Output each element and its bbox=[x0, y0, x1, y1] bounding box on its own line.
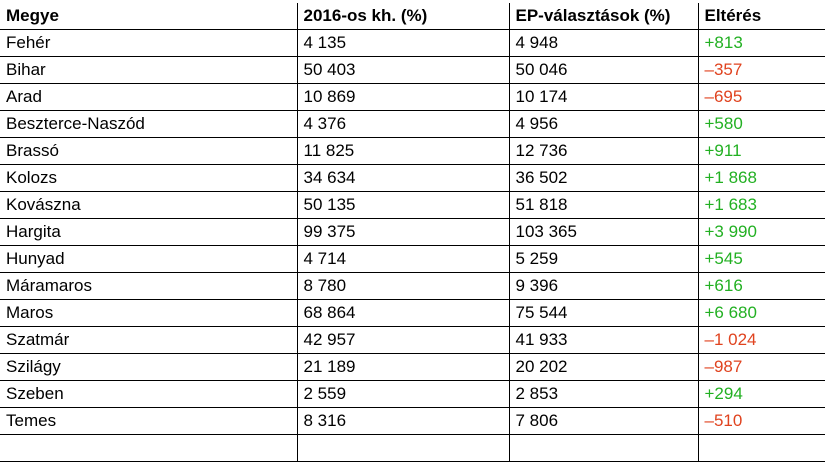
table-row: Kolozs 34 634 36 502 +1 868 bbox=[0, 164, 825, 192]
megye-cell: Hunyad bbox=[0, 245, 298, 273]
kh2016-cell: 11 825 bbox=[296, 137, 510, 165]
elteres-cell: +911 bbox=[697, 137, 825, 165]
table-row: Hunyad 4 714 5 259 +545 bbox=[0, 245, 825, 273]
ep-cell: 5 259 bbox=[508, 245, 699, 273]
megye-cell: Máramaros bbox=[0, 272, 298, 300]
header-ep: EP-választások (%) bbox=[508, 3, 699, 30]
ep-cell: 103 365 bbox=[508, 218, 699, 246]
elteres-cell: +1 683 bbox=[697, 191, 825, 219]
table-row: Szeben 2 559 2 853 +294 bbox=[0, 380, 825, 408]
elteres-cell: –695 bbox=[697, 83, 825, 111]
table-row: Brassó 11 825 12 736 +911 bbox=[0, 137, 825, 165]
kh2016-cell: 50 135 bbox=[296, 191, 510, 219]
elteres-cell: +6 680 bbox=[697, 299, 825, 327]
elteres-cell: +616 bbox=[697, 272, 825, 300]
megye-cell: Arad bbox=[0, 83, 298, 111]
elteres-cell: –987 bbox=[697, 353, 825, 381]
kh2016-cell: 68 864 bbox=[296, 299, 510, 327]
elteres-cell: +813 bbox=[697, 29, 825, 57]
kh2016-cell: 10 869 bbox=[296, 83, 510, 111]
ep-cell: 4 956 bbox=[508, 110, 699, 138]
results-table: Megye 2016-os kh. (%) EP-választások (%)… bbox=[0, 3, 825, 462]
megye-cell: Hargita bbox=[0, 218, 298, 246]
table-row: Szatmár 42 957 41 933 –1 024 bbox=[0, 326, 825, 354]
megye-cell: Temes bbox=[0, 407, 298, 435]
ep-cell: 10 174 bbox=[508, 83, 699, 111]
table-row: Szilágy 21 189 20 202 –987 bbox=[0, 353, 825, 381]
megye-cell: Bihar bbox=[0, 56, 298, 84]
ep-cell: 2 853 bbox=[508, 380, 699, 408]
header-elteres: Eltérés bbox=[697, 3, 825, 30]
kh2016-cell: 2 559 bbox=[296, 380, 510, 408]
megye-cell: Fehér bbox=[0, 29, 298, 57]
ep-cell: 50 046 bbox=[508, 56, 699, 84]
megye-cell: Brassó bbox=[0, 137, 298, 165]
kh2016-cell: 4 376 bbox=[296, 110, 510, 138]
kh2016-cell: 99 375 bbox=[296, 218, 510, 246]
megye-cell: Maros bbox=[0, 299, 298, 327]
kh2016-cell: 21 189 bbox=[296, 353, 510, 381]
kh2016-cell: 4 135 bbox=[296, 29, 510, 57]
elteres-cell: +3 990 bbox=[697, 218, 825, 246]
header-kh2016: 2016-os kh. (%) bbox=[296, 3, 510, 30]
header-row: Megye 2016-os kh. (%) EP-választások (%)… bbox=[0, 3, 825, 30]
ep-cell: 9 396 bbox=[508, 272, 699, 300]
header-megye: Megye bbox=[0, 3, 298, 30]
table-row: Beszterce-Naszód 4 376 4 956 +580 bbox=[0, 110, 825, 138]
megye-cell: Kolozs bbox=[0, 164, 298, 192]
elteres-cell: +294 bbox=[697, 380, 825, 408]
elteres-cell: –357 bbox=[697, 56, 825, 84]
ep-cell: 7 806 bbox=[508, 407, 699, 435]
ep-cell: 51 818 bbox=[508, 191, 699, 219]
kh2016-cell: 8 316 bbox=[296, 407, 510, 435]
ep-cell: 12 736 bbox=[508, 137, 699, 165]
kh2016-cell: 4 714 bbox=[296, 245, 510, 273]
table-row: Arad 10 869 10 174 –695 bbox=[0, 83, 825, 111]
table-row: Fehér 4 135 4 948 +813 bbox=[0, 29, 825, 57]
table-row: Máramaros 8 780 9 396 +616 bbox=[0, 272, 825, 300]
table-row: Kovászna 50 135 51 818 +1 683 bbox=[0, 191, 825, 219]
elteres-cell: +580 bbox=[697, 110, 825, 138]
megye-cell: Szatmár bbox=[0, 326, 298, 354]
kh2016-cell: 50 403 bbox=[296, 56, 510, 84]
elteres-cell: –1 024 bbox=[697, 326, 825, 354]
ep-cell: 75 544 bbox=[508, 299, 699, 327]
ep-cell: 41 933 bbox=[508, 326, 699, 354]
ep-cell: 20 202 bbox=[508, 353, 699, 381]
kh2016-cell: 8 780 bbox=[296, 272, 510, 300]
megye-cell: Kovászna bbox=[0, 191, 298, 219]
elteres-cell: +1 868 bbox=[697, 164, 825, 192]
table-body: Fehér 4 135 4 948 +813 Bihar 50 403 50 046 –357… bbox=[0, 29, 825, 462]
table-row: Temes 8 316 7 806 –510 bbox=[0, 407, 825, 435]
megye-cell: Szeben bbox=[0, 380, 298, 408]
ep-cell: 4 948 bbox=[508, 29, 699, 57]
elteres-cell: –510 bbox=[697, 407, 825, 435]
table-row: Bihar 50 403 50 046 –357 bbox=[0, 56, 825, 84]
megye-cell: Beszterce-Naszód bbox=[0, 110, 298, 138]
table-row: Hargita 99 375 103 365 +3 990 bbox=[0, 218, 825, 246]
megye-cell: Szilágy bbox=[0, 353, 298, 381]
table-row: Maros 68 864 75 544 +6 680 bbox=[0, 299, 825, 327]
kh2016-cell: 34 634 bbox=[296, 164, 510, 192]
elteres-cell: +545 bbox=[697, 245, 825, 273]
kh2016-cell: 42 957 bbox=[296, 326, 510, 354]
ep-cell: 36 502 bbox=[508, 164, 699, 192]
